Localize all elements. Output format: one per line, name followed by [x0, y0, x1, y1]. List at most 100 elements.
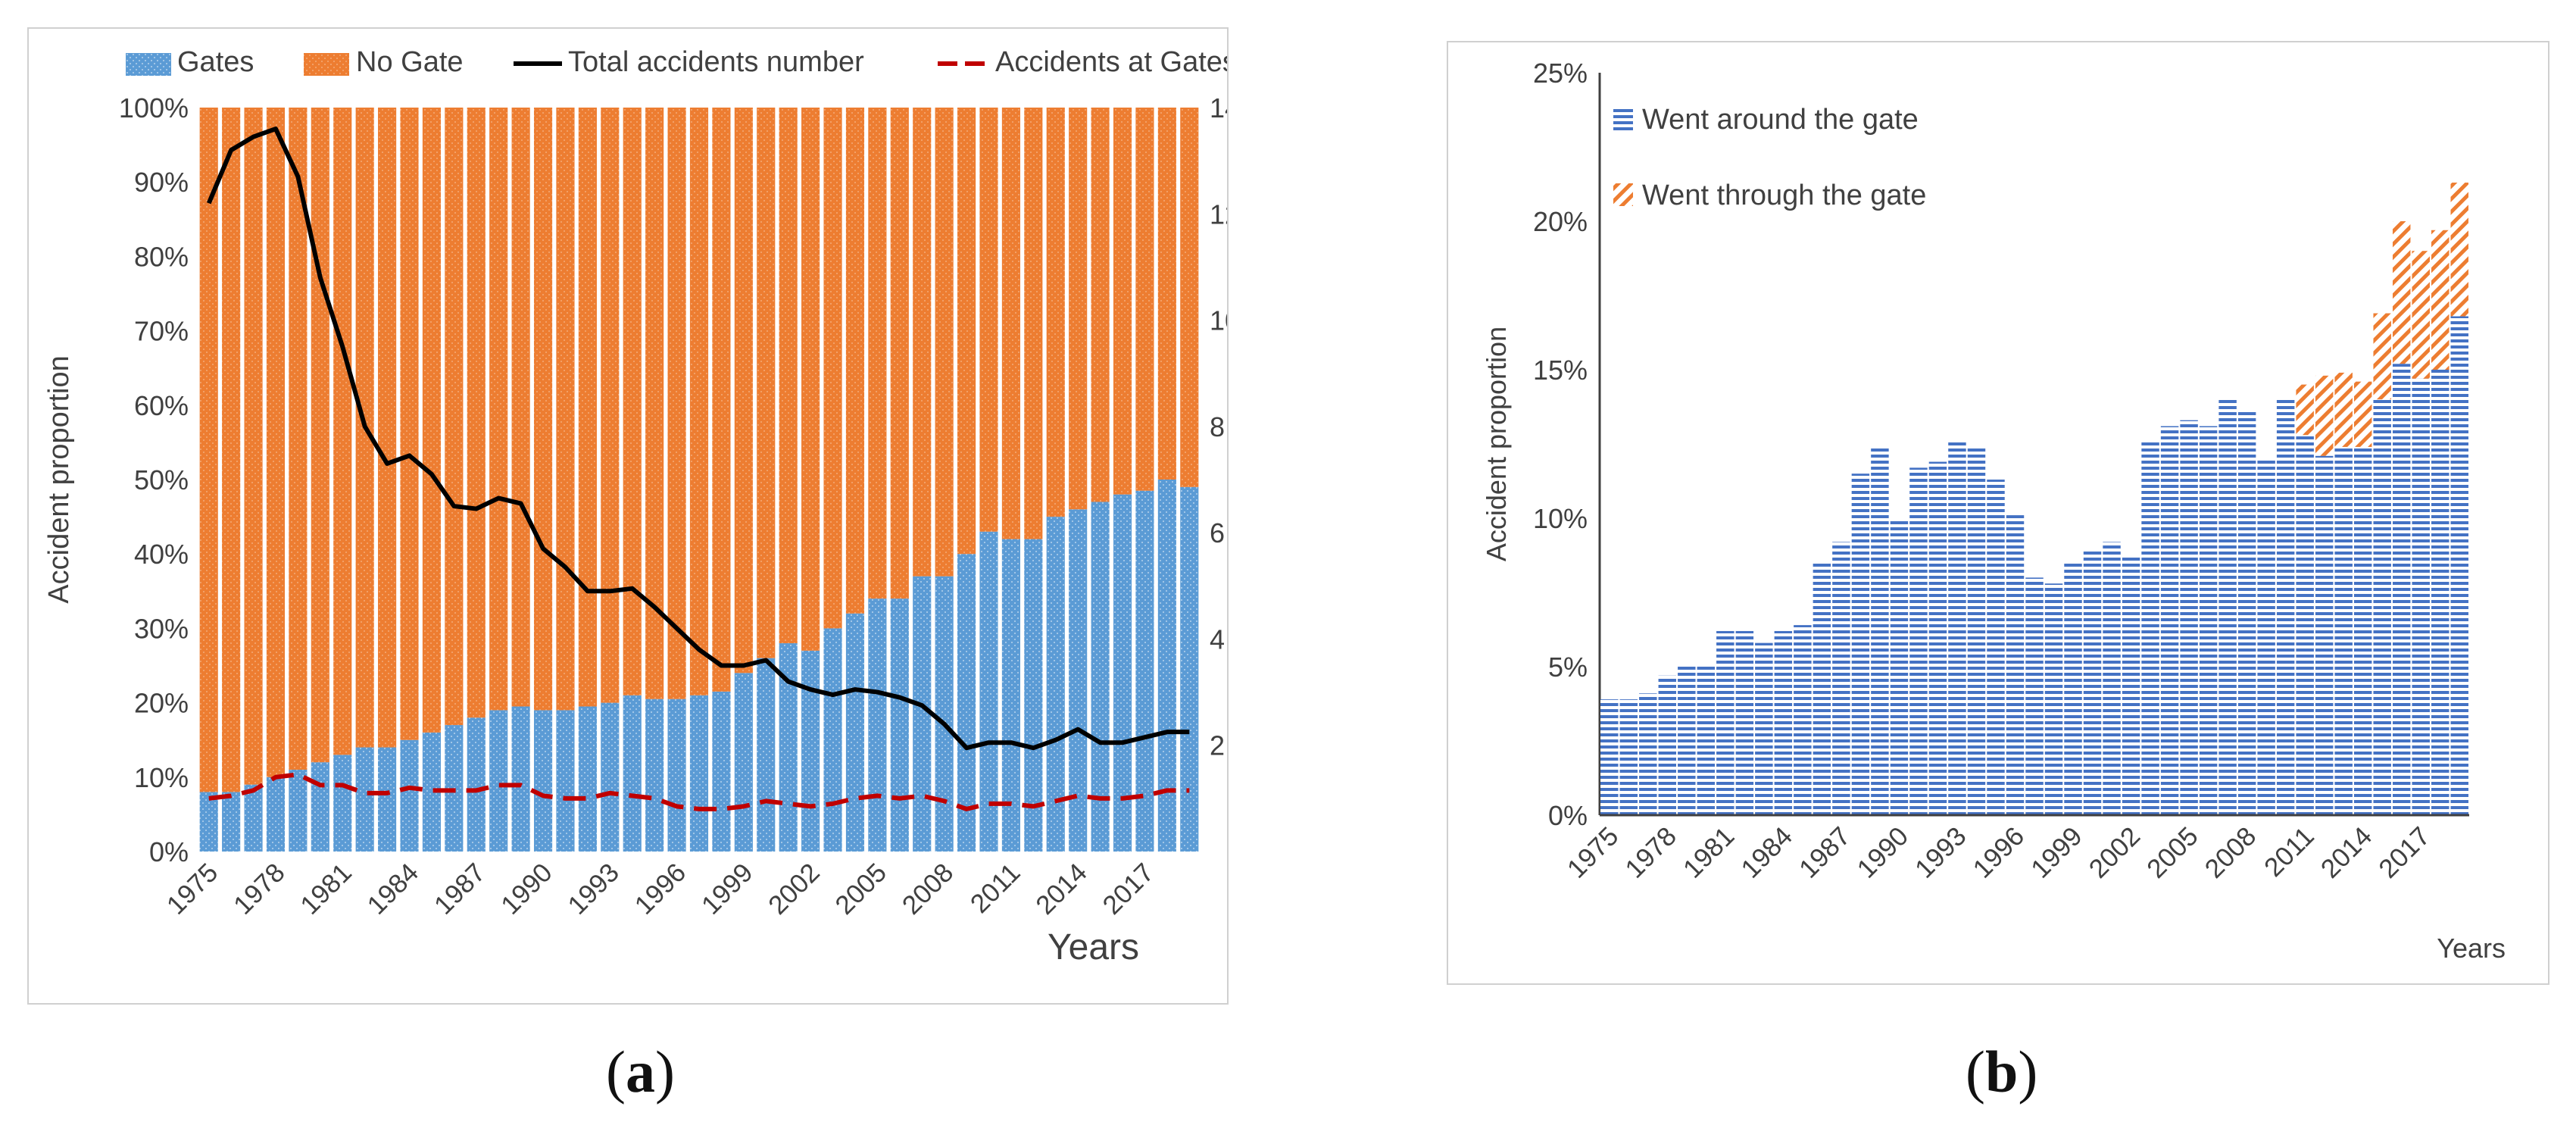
bar-gates	[511, 706, 530, 852]
bar-gates	[1180, 486, 1199, 852]
bar-gates	[222, 792, 241, 852]
legend-swatch-no-gate	[304, 53, 349, 76]
bar-went-through	[2450, 183, 2468, 317]
bar-went-around	[2412, 378, 2430, 815]
bar-went-around	[2431, 370, 2450, 815]
bar-gates	[533, 710, 553, 852]
bar-no-gate	[556, 108, 575, 711]
x-tick-label: 1984	[362, 858, 425, 920]
bar-no-gate	[467, 108, 486, 718]
bar-no-gate	[1001, 108, 1020, 539]
x-axis-title: Years	[2437, 933, 2506, 964]
bar-gates	[1135, 490, 1154, 852]
bar-went-around	[1735, 630, 1754, 815]
bar-went-around	[2160, 426, 2179, 815]
bar-no-gate	[199, 108, 218, 792]
y-tick-label: 70%	[134, 316, 189, 347]
bar-gates	[667, 699, 686, 852]
bar-no-gate	[689, 108, 709, 695]
x-tick-label: 2014	[2315, 821, 2378, 884]
bar-went-around	[1678, 667, 1696, 815]
bar-went-around	[2025, 577, 2044, 815]
bar-went-around	[2218, 399, 2237, 815]
bar-no-gate	[244, 108, 263, 785]
chart-a: 0% 10% 20% 30% 40% 50% 60% 70% 80% 90% 100% 2 4 6 8 10 1…	[43, 46, 1308, 967]
y-tick-label: 10%	[1533, 503, 1588, 534]
bar-went-around	[1928, 461, 1947, 815]
bar-went-around	[2180, 420, 2198, 815]
bar-no-gate	[333, 108, 352, 755]
bar-went-around	[2083, 551, 2102, 815]
bar-gates	[1024, 539, 1043, 852]
y-tick-label: 40%	[134, 539, 189, 570]
bar-went-around	[2122, 556, 2140, 815]
bar-went-around	[2103, 542, 2121, 815]
bar-gates	[244, 784, 263, 852]
bar-gates	[333, 755, 352, 852]
bar-went-around	[2199, 426, 2218, 815]
bar-no-gate	[445, 108, 464, 726]
bar-went-around	[2237, 411, 2256, 815]
y2-tick-label: 2	[1210, 730, 1225, 761]
x-axis-title: Years	[1048, 927, 1139, 967]
line-total-accidents	[206, 127, 1190, 751]
bar-went-around	[2334, 446, 2353, 815]
bar-went-around	[1909, 467, 1928, 815]
bar-gates	[378, 747, 397, 852]
bar-went-around	[1794, 625, 1812, 815]
bar-went-around	[1832, 542, 1850, 815]
bar-gates	[1069, 509, 1088, 852]
bar-no-gate	[1180, 108, 1199, 487]
y2-tick-label: 14	[1210, 92, 1227, 123]
bar-went-around	[1774, 630, 1793, 815]
bar-no-gate	[779, 108, 798, 644]
bar-went-around	[1639, 693, 1657, 815]
legend-label-total: Total accidents number	[568, 46, 864, 78]
bar-no-gate	[957, 108, 976, 555]
x-tick-label: 1984	[1735, 821, 1798, 884]
bar-no-gate	[712, 108, 731, 692]
y-tick-label: 50%	[134, 464, 189, 495]
y-tick-label: 30%	[134, 613, 189, 644]
x-tick-label: 2005	[829, 858, 892, 920]
y-axis-title: Accident proportion	[43, 355, 75, 603]
bar-gates	[979, 531, 998, 852]
legend-swatch-gates	[126, 53, 171, 76]
bar-no-gate	[1135, 108, 1154, 491]
y-tick-label: 0%	[1548, 800, 1588, 831]
bar-no-gate	[845, 108, 865, 614]
y-tick-label: 10%	[134, 762, 189, 793]
bar-went-around	[1890, 518, 1909, 815]
y2-tick-label: 6	[1210, 517, 1225, 548]
bar-went-around	[2353, 446, 2372, 815]
legend-swatch-around	[1613, 108, 1633, 130]
bar-no-gate	[400, 108, 419, 740]
y-tick-label: 100%	[119, 92, 189, 123]
y-tick-label: 80%	[134, 241, 189, 272]
bar-gates	[467, 717, 486, 852]
x-tick-label: 1990	[1851, 821, 1914, 884]
bar-went-through	[2431, 230, 2450, 370]
y-tick-label: 0%	[149, 836, 189, 867]
bar-no-gate	[289, 108, 308, 770]
bar-no-gate	[511, 108, 530, 707]
bar-no-gate	[578, 108, 597, 707]
y-axis-title: Accident proportion	[1481, 327, 1512, 561]
bar-went-through	[2334, 372, 2353, 447]
bar-went-around	[1948, 441, 1966, 815]
bar-went-around	[2257, 458, 2275, 815]
x-tick-label: 2002	[763, 858, 826, 920]
bar-went-around	[2315, 455, 2334, 815]
line-accidents-at-gates	[208, 772, 1190, 811]
x-tick-label: 1993	[562, 858, 625, 920]
legend-label-through: Went through the gate	[1642, 180, 1926, 211]
bar-gates	[489, 710, 508, 852]
bar-no-gate	[823, 108, 842, 629]
bar-went-around	[2276, 399, 2295, 815]
bar-no-gate	[868, 108, 887, 599]
y-tick-label: 20%	[134, 688, 189, 719]
bar-no-gate	[1069, 108, 1088, 510]
bar-went-around	[2296, 435, 2314, 815]
legend-label-gates: Gates	[177, 46, 254, 78]
x-tick-label: 2014	[1030, 858, 1093, 920]
